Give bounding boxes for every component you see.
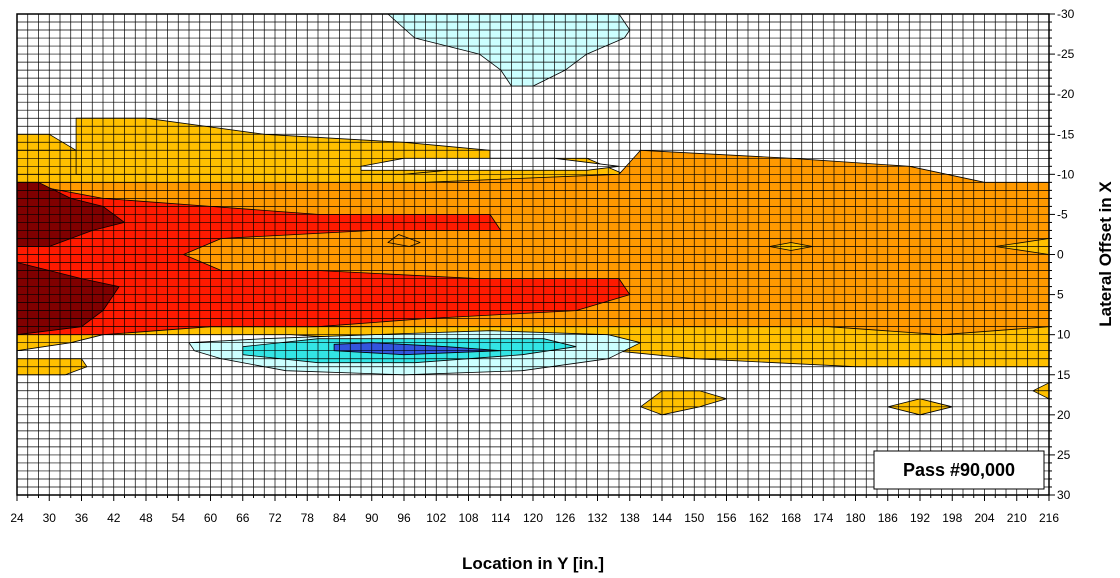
y-tick-label: -30 (1057, 7, 1075, 21)
x-tick-label: 156 (716, 511, 736, 525)
x-tick-label: 186 (878, 511, 898, 525)
y-axis-title: Lateral Offset in X (1096, 181, 1115, 327)
x-tick-label: 216 (1039, 511, 1059, 525)
pass-annotation-text: Pass #90,000 (903, 460, 1015, 480)
x-tick-label: 126 (555, 511, 575, 525)
x-tick-label: 150 (684, 511, 704, 525)
y-tick-label: -20 (1057, 87, 1075, 101)
x-axis-ticks: 24 30 36 42 48 54 60 66 72 78 84 90 96 102 108 114 120 12… (10, 495, 1059, 525)
y-tick-label: 0 (1057, 248, 1064, 262)
x-tick-label: 162 (749, 511, 769, 525)
x-tick-label: 180 (845, 511, 865, 525)
x-tick-label: 114 (491, 511, 510, 525)
x-tick-label: 198 (942, 511, 962, 525)
x-tick-label: 54 (172, 511, 186, 525)
x-tick-label: 96 (397, 511, 411, 525)
y-axis-ticks: -30 -25 -20 -15 -10 -5 0 5 10 15 20 25 30 (1049, 7, 1075, 502)
x-tick-label: 102 (426, 511, 446, 525)
x-tick-label: 138 (620, 511, 640, 525)
x-tick-label: 66 (236, 511, 250, 525)
y-tick-label: -25 (1057, 47, 1075, 61)
y-tick-label: -15 (1057, 127, 1075, 141)
x-tick-label: 132 (587, 511, 607, 525)
pass-annotation: Pass #90,000 (873, 450, 1045, 490)
y-tick-label: -10 (1057, 167, 1075, 181)
x-tick-label: 144 (652, 511, 672, 525)
x-axis-title: Location in Y [in.] (462, 554, 604, 573)
x-tick-label: 84 (333, 511, 347, 525)
x-tick-label: 174 (813, 511, 833, 525)
x-tick-label: 210 (1007, 511, 1027, 525)
x-tick-label: 90 (365, 511, 379, 525)
x-tick-label: 30 (43, 511, 57, 525)
x-tick-label: 24 (10, 511, 24, 525)
x-tick-label: 120 (523, 511, 543, 525)
x-tick-label: 48 (139, 511, 153, 525)
contour-region-darkred-11 (17, 262, 120, 336)
y-tick-label: 15 (1057, 368, 1071, 382)
y-tick-label: -5 (1057, 207, 1068, 221)
y-tick-label: 5 (1057, 288, 1064, 302)
x-tick-label: 42 (107, 511, 121, 525)
y-tick-label: 20 (1057, 408, 1071, 422)
y-tick-label: 30 (1057, 488, 1071, 502)
x-tick-label: 168 (781, 511, 801, 525)
pass-annotation-box (873, 450, 1045, 490)
x-tick-label: 108 (458, 511, 478, 525)
x-tick-label: 192 (910, 511, 930, 525)
grid-lines (17, 14, 1049, 495)
x-tick-label: 36 (75, 511, 89, 525)
x-tick-label: 204 (974, 511, 994, 525)
x-tick-label: 78 (301, 511, 315, 525)
y-tick-label: 25 (1057, 448, 1071, 462)
y-tick-label: 10 (1057, 328, 1071, 342)
x-tick-label: 72 (268, 511, 282, 525)
x-tick-label: 60 (204, 511, 218, 525)
